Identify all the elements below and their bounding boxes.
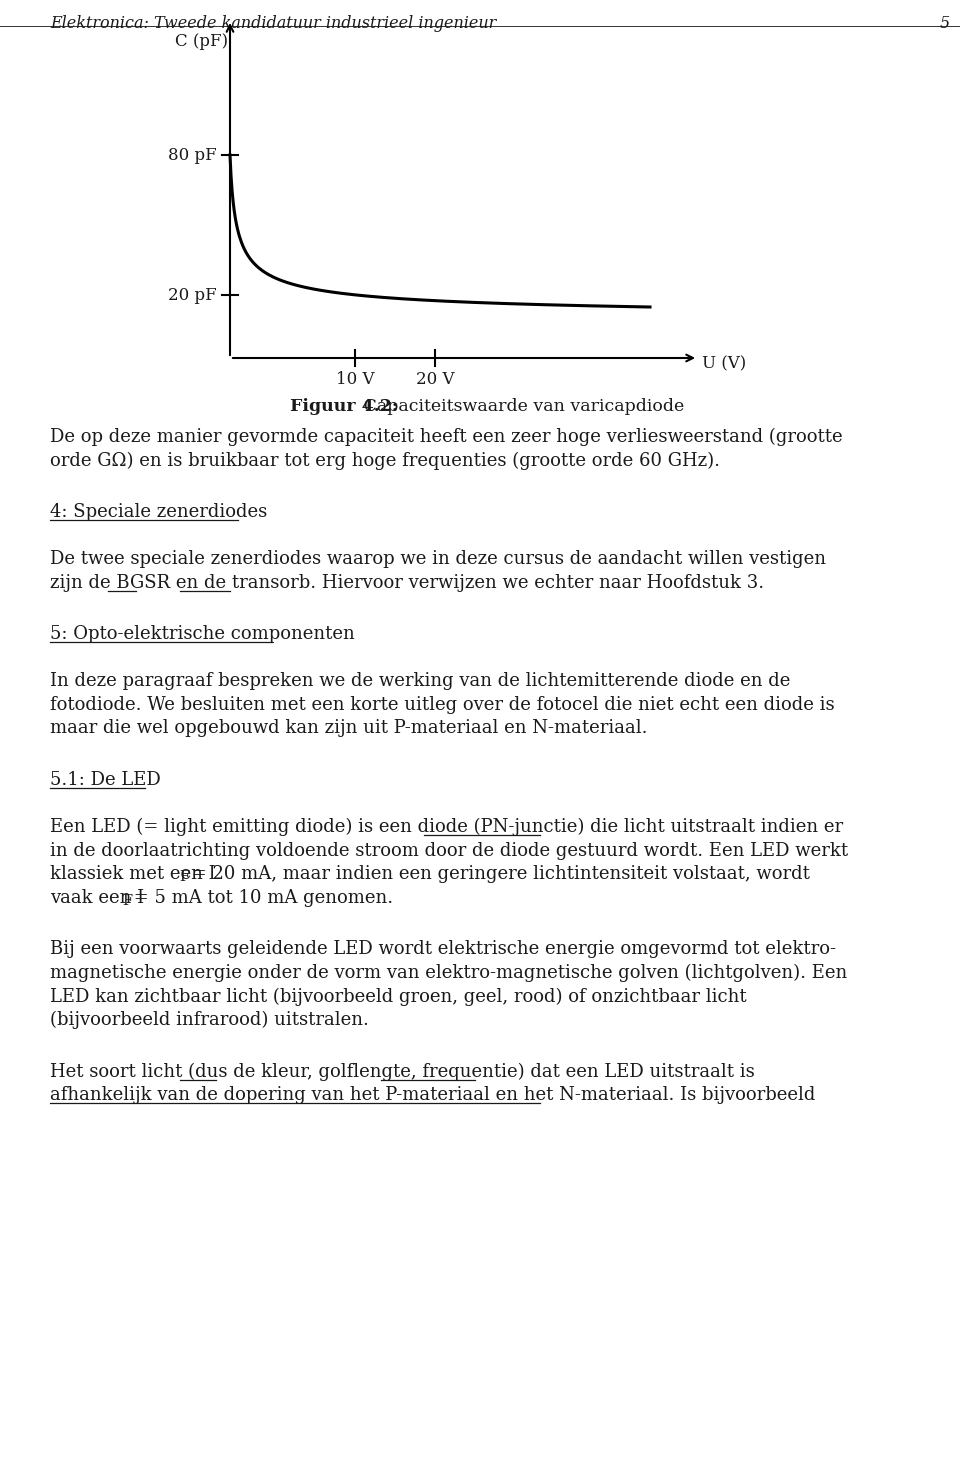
Text: Een LED (= light emitting diode) is een diode (PN-junctie) die licht uitstraalt : Een LED (= light emitting diode) is een … <box>50 818 843 836</box>
Text: orde GΩ) en is bruikbaar tot erg hoge frequenties (grootte orde 60 GHz).: orde GΩ) en is bruikbaar tot erg hoge fr… <box>50 451 720 470</box>
Text: 80 pF: 80 pF <box>168 146 217 164</box>
Text: 20 V: 20 V <box>416 371 454 388</box>
Text: De twee speciale zenerdiodes waarop we in deze cursus de aandacht willen vestige: De twee speciale zenerdiodes waarop we i… <box>50 550 826 567</box>
Text: F: F <box>122 893 132 908</box>
Text: 20 pF: 20 pF <box>168 286 217 304</box>
Text: Het soort licht (dus de kleur, golflengte, frequentie) dat een LED uitstraalt is: Het soort licht (dus de kleur, golflengt… <box>50 1063 755 1080</box>
Text: C (pF): C (pF) <box>175 32 228 50</box>
Text: zijn de BGSR en de transorb. Hiervoor verwijzen we echter naar Hoofdstuk 3.: zijn de BGSR en de transorb. Hiervoor ve… <box>50 573 764 591</box>
Text: In deze paragraaf bespreken we de werking van de lichtemitterende diode en de: In deze paragraaf bespreken we de werkin… <box>50 672 790 690</box>
Text: in de doorlaatrichting voldoende stroom door de diode gestuurd wordt. Een LED we: in de doorlaatrichting voldoende stroom … <box>50 842 848 859</box>
Text: vaak een I: vaak een I <box>50 889 144 907</box>
Text: Bij een voorwaarts geleidende LED wordt elektrische energie omgevormd tot elektr: Bij een voorwaarts geleidende LED wordt … <box>50 940 836 958</box>
Text: Capaciteitswaarde van varicapdiode: Capaciteitswaarde van varicapdiode <box>358 398 684 416</box>
Text: Figuur 4.2:: Figuur 4.2: <box>290 398 398 416</box>
Text: 5.1: De LED: 5.1: De LED <box>50 771 160 789</box>
Text: afhankelijk van de dopering van het P-materiaal en het N-materiaal. Is bijvoorbe: afhankelijk van de dopering van het P-ma… <box>50 1086 815 1104</box>
Text: magnetische energie onder de vorm van elektro-magnetische golven (lichtgolven). : magnetische energie onder de vorm van el… <box>50 964 848 982</box>
Text: (bijvoorbeeld infrarood) uitstralen.: (bijvoorbeeld infrarood) uitstralen. <box>50 1011 369 1029</box>
Text: fotodiode. We besluiten met een korte uitleg over de fotocel die niet echt een d: fotodiode. We besluiten met een korte ui… <box>50 696 834 713</box>
Text: F: F <box>180 870 190 884</box>
Text: klassiek met een I: klassiek met een I <box>50 865 216 883</box>
Text: 5: 5 <box>940 15 950 32</box>
Text: = 5 mA tot 10 mA genomen.: = 5 mA tot 10 mA genomen. <box>128 889 394 907</box>
Text: LED kan zichtbaar licht (bijvoorbeeld groen, geel, rood) of onzichtbaar licht: LED kan zichtbaar licht (bijvoorbeeld gr… <box>50 988 747 1005</box>
Text: Elektronica: Tweede kandidatuur industrieel ingenieur: Elektronica: Tweede kandidatuur industri… <box>50 15 496 32</box>
Text: De op deze manier gevormde capaciteit heeft een zeer hoge verliesweerstand (groo: De op deze manier gevormde capaciteit he… <box>50 427 843 447</box>
Text: maar die wel opgebouwd kan zijn uit P-materiaal en N-materiaal.: maar die wel opgebouwd kan zijn uit P-ma… <box>50 719 647 737</box>
Text: 10 V: 10 V <box>336 371 374 388</box>
Text: 4: Speciale zenerdiodes: 4: Speciale zenerdiodes <box>50 503 267 522</box>
Text: 5: Opto-elektrische componenten: 5: Opto-elektrische componenten <box>50 625 355 643</box>
Text: U (V): U (V) <box>702 355 746 371</box>
Text: = 20 mA, maar indien een geringere lichtintensiteit volstaat, wordt: = 20 mA, maar indien een geringere licht… <box>185 865 809 883</box>
